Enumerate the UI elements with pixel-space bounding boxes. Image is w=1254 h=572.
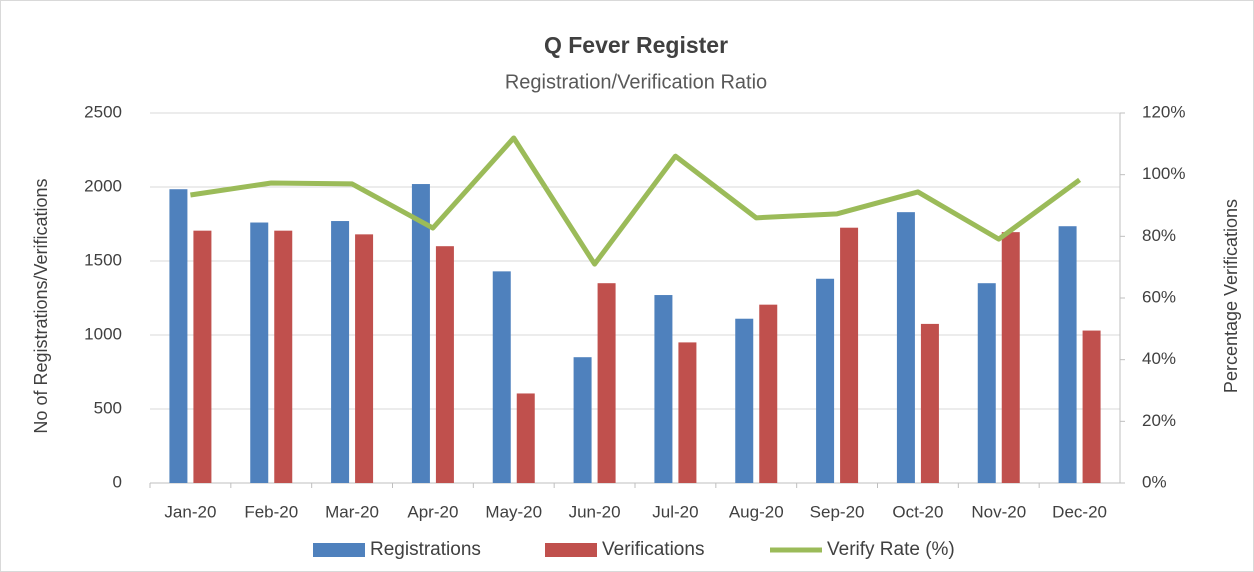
y2-tick-label: 100% (1142, 164, 1185, 183)
x-tick-label: Dec-20 (1052, 502, 1107, 521)
y2-tick-label: 80% (1142, 226, 1176, 245)
x-tick-label: May-20 (485, 502, 542, 521)
bar (1058, 226, 1077, 483)
bar (492, 271, 511, 483)
bar (573, 357, 592, 483)
chart-subtitle: Registration/Verification Ratio (505, 71, 767, 93)
bar (250, 222, 269, 483)
x-tick-label: Jul-20 (652, 502, 698, 521)
x-tick-label: Jun-20 (569, 502, 621, 521)
legend-label: Verify Rate (%) (827, 539, 955, 560)
bar (274, 230, 293, 483)
x-tick-label: Jan-20 (164, 502, 216, 521)
chart-title: Q Fever Register (544, 32, 728, 58)
bar (840, 227, 859, 483)
bar (977, 283, 996, 483)
y-tick-label: 2500 (84, 102, 122, 121)
bar (1001, 232, 1020, 483)
bar (355, 234, 374, 483)
bar (516, 393, 535, 483)
y-axis-title: No of Registrations/Verifications (31, 178, 51, 433)
bar (896, 212, 915, 483)
y2-tick-label: 60% (1142, 287, 1176, 306)
bar (435, 246, 454, 483)
bar (759, 304, 778, 483)
y2-tick-label: 40% (1142, 349, 1176, 368)
bar (920, 323, 939, 483)
bar (654, 295, 673, 483)
x-tick-label: Sep-20 (810, 502, 865, 521)
y-tick-label: 1500 (84, 250, 122, 269)
bar (735, 318, 754, 483)
bar (816, 278, 835, 483)
bar (1082, 330, 1101, 483)
line (190, 135, 1082, 267)
y-tick-label: 0 (113, 472, 122, 491)
bar (678, 342, 697, 483)
bar (411, 184, 430, 484)
bar (193, 230, 212, 483)
y2-tick-label: 20% (1142, 411, 1176, 430)
y2-tick-label: 120% (1142, 102, 1185, 121)
x-tick-label: Aug-20 (729, 502, 784, 521)
y2-tick-label: 0% (1142, 472, 1167, 491)
legend-swatch (545, 543, 597, 557)
legend-label: Registrations (370, 539, 481, 560)
bar (169, 189, 188, 483)
y-tick-label: 500 (94, 398, 122, 417)
x-tick-label: Feb-20 (244, 502, 298, 521)
x-tick-label: Oct-20 (892, 502, 943, 521)
legend-swatch (313, 543, 365, 557)
x-tick-label: Apr-20 (407, 502, 458, 521)
y-tick-label: 1000 (84, 324, 122, 343)
x-tick-label: Mar-20 (325, 502, 379, 521)
legend-label: Verifications (602, 539, 704, 560)
bar (597, 283, 616, 483)
x-tick-label: Nov-20 (971, 502, 1026, 521)
bar (331, 221, 350, 484)
y-tick-label: 2000 (84, 176, 122, 195)
y2-axis-title: Percentage Verifications (1221, 199, 1241, 393)
